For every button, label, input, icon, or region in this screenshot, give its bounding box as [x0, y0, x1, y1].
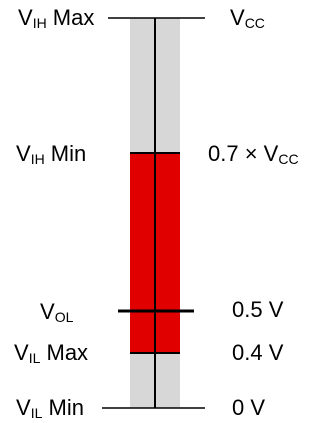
vil-max-symbol: V	[14, 340, 29, 365]
vol-value-text: 0.5 V	[232, 297, 284, 322]
vih-min-subscript: IH	[30, 151, 45, 167]
vcc-label: VCC	[230, 5, 265, 31]
vil-max-label: VIL Max	[14, 340, 89, 366]
vih-min-value-label: 0.7 × VCC	[208, 141, 299, 167]
vih-max-subscript: IH	[32, 15, 47, 31]
vil-min-suffix: Min	[42, 395, 84, 420]
vih-min-symbol: V	[16, 141, 31, 166]
vih-max-suffix: Max	[46, 5, 95, 30]
vol-subscript: OL	[54, 309, 74, 325]
vil-min-symbol: V	[16, 395, 31, 420]
vil-min-label: VIL Min	[16, 395, 84, 421]
vih-min-label: VIH Min	[16, 141, 87, 167]
vil-min-subscript: IL	[30, 405, 43, 421]
vil-min-value-label: 0 V	[232, 396, 265, 420]
vih-min-value-symbol: V	[263, 141, 279, 166]
vol-symbol: V	[40, 299, 55, 324]
vih-max-symbol: V	[18, 5, 33, 30]
vcc-subscript: CC	[244, 15, 265, 31]
vcc-symbol: V	[230, 5, 245, 30]
vil-min-value-text: 0 V	[232, 395, 266, 420]
vil-max-value-text: 0.4 V	[232, 340, 284, 365]
vih-min-value-subscript: CC	[278, 151, 299, 167]
vol-label: VOL	[40, 299, 74, 325]
vol-value-label: 0.5 V	[232, 298, 283, 322]
vih-max-label: VIH Max	[18, 5, 95, 31]
vih-min-suffix: Min	[44, 141, 87, 166]
vih-min-value-prefix: 0.7 ×	[208, 141, 264, 166]
vil-max-value-label: 0.4 V	[232, 341, 283, 365]
vil-max-subscript: IL	[28, 350, 41, 366]
vil-max-suffix: Max	[40, 340, 89, 365]
